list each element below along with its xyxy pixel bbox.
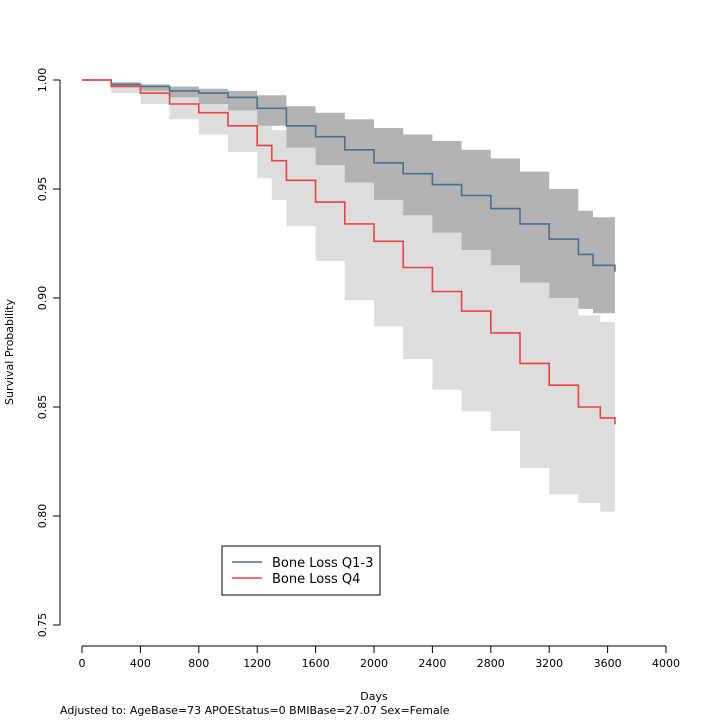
x-tick-label: 1600 xyxy=(302,657,330,670)
series-line-q13 xyxy=(82,79,616,272)
y-axis-title: Survival Probability xyxy=(3,299,16,405)
y-tick-label: 0.90 xyxy=(36,286,49,311)
x-axis-title: Days xyxy=(360,690,388,703)
legend-box xyxy=(221,545,381,596)
adjustment-note: Adjusted to: AgeBase=73 APOEStatus=0 BMI… xyxy=(60,704,450,717)
x-tick-label: 2400 xyxy=(418,657,446,670)
y-tick-label: 0.85 xyxy=(36,395,49,420)
y-tick-label: 1.00 xyxy=(36,68,49,93)
x-tick-label: 2800 xyxy=(477,657,505,670)
legend-label-q4: Bone Loss Q4 xyxy=(272,572,360,587)
confidence-bands xyxy=(82,80,615,516)
x-tick-label: 4000 xyxy=(652,657,680,670)
x-tick-label: 2000 xyxy=(360,657,388,670)
x-tick-label: 3200 xyxy=(535,657,563,670)
x-tick-label: 1200 xyxy=(243,657,271,670)
x-axis-ticks: 0 400 800 1200 1600 2000 2400 2800 3200 3600 4000 xyxy=(79,646,680,670)
x-tick-label: 0 xyxy=(79,657,86,670)
survival-curves xyxy=(82,79,616,425)
series-line-q4 xyxy=(82,79,616,425)
y-tick-label: 0.75 xyxy=(36,613,49,638)
x-tick-label: 800 xyxy=(188,657,209,670)
y-tick-label: 0.80 xyxy=(36,504,49,529)
legend-label-q13: Bone Loss Q1-3 xyxy=(272,556,373,571)
y-tick-label: 0.95 xyxy=(36,177,49,202)
x-tick-label: 3600 xyxy=(594,657,622,670)
ci-band-q4 xyxy=(82,80,615,516)
y-axis-ticks: 0.75 0.80 0.85 0.90 0.95 1.00 xyxy=(36,68,60,638)
x-tick-label: 400 xyxy=(130,657,151,670)
ci-band-q13 xyxy=(82,80,615,318)
legend: Bone Loss Q1-3 Bone Loss Q4 xyxy=(221,545,381,596)
